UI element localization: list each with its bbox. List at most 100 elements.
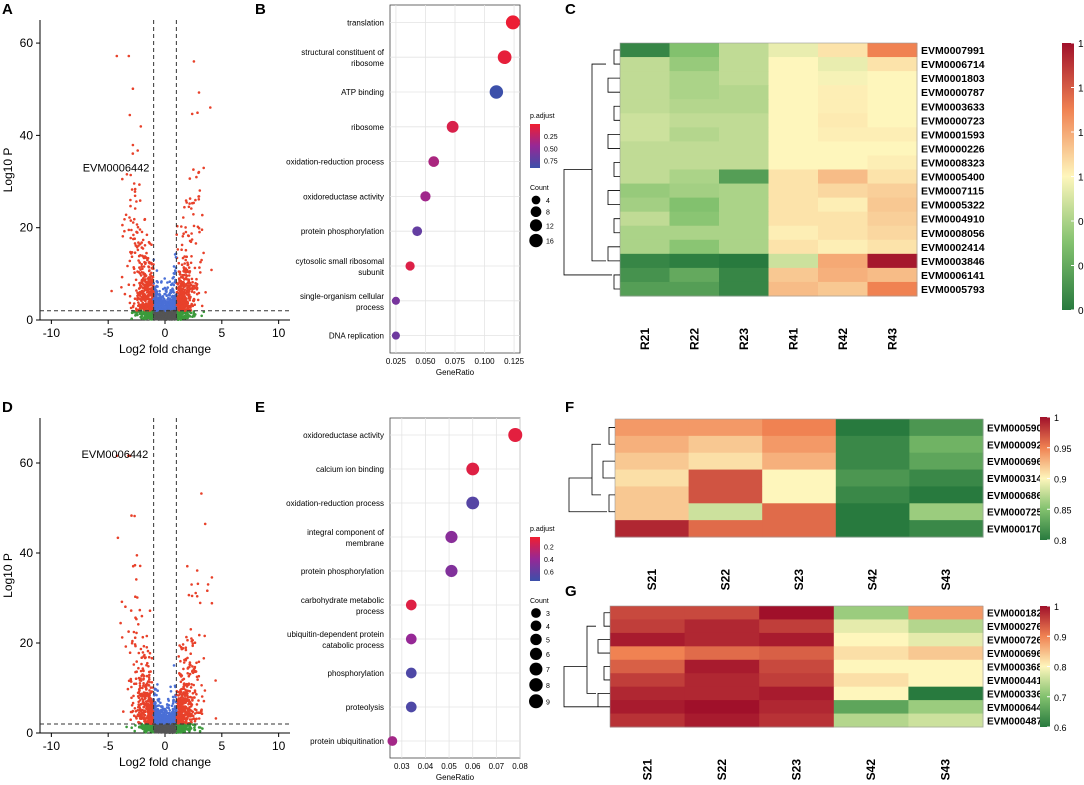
volcano-point [150,287,153,291]
volcano-point [138,608,142,612]
volcano-point [186,694,189,698]
volcano-point [141,651,145,654]
volcano-point [182,677,186,681]
volcano-point [137,705,140,709]
volcano-point [135,670,138,673]
y-tick-label: 0 [26,726,33,740]
volcano-point [176,296,179,300]
volcano-point [192,60,196,63]
volcano-point [144,684,148,688]
volcano-point [155,269,159,272]
volcano-point [165,294,168,298]
volcano-point [123,218,126,221]
volcano-point [143,278,146,282]
volcano-point [155,693,158,697]
volcano-point [202,166,205,170]
volcano-point [183,205,186,209]
volcano-point [147,276,151,279]
volcano-point [139,285,143,288]
panel-label-a: A [2,1,13,18]
volcano-point [194,591,197,595]
volcano-point [188,197,192,200]
volcano-point [140,262,143,266]
volcano-point [181,643,185,646]
volcano-point [184,313,188,317]
panel-label-d: D [2,399,13,416]
volcano-point [131,143,135,147]
volcano-point [164,292,167,296]
volcano-point [190,709,193,713]
volcano-point [189,652,192,655]
volcano-point [148,651,152,655]
volcano-point [173,272,176,276]
volcano-point [188,700,192,704]
volcano-point [150,690,154,693]
volcano-point [178,690,181,694]
volcano-point [148,312,151,315]
volcano-point [130,311,134,315]
volcano-point [145,302,148,306]
volcano-point [149,670,152,673]
volcano-point [202,699,206,703]
volcano-point [142,682,145,685]
volcano-point [176,312,180,315]
volcano-point [168,291,172,294]
volcano-point [210,576,214,579]
volcano-point [180,284,183,288]
volcano-point [148,306,151,309]
volcano-point [139,702,143,706]
volcano-point [137,720,140,724]
volcano-point [147,676,151,679]
volcano-point [137,726,141,729]
volcano-point [168,312,171,316]
volcano-point [130,726,133,729]
volcano-point [134,278,138,282]
volcano-point [167,293,171,296]
volcano-point [127,679,131,683]
volcano-point [156,299,159,303]
volcano-point [143,272,147,276]
volcano-point [132,233,135,237]
volcano-point [185,685,189,688]
volcano-point [192,213,195,216]
volcano-point [139,125,143,128]
volcano-point [184,226,187,229]
volcano-point [147,683,150,687]
volcano-point [186,270,190,273]
volcano-point [195,284,198,288]
volcano-point [123,229,126,233]
volcano-point [172,265,176,268]
volcano-point [192,299,195,303]
volcano-point [166,298,169,301]
volcano-point [180,243,184,247]
volcano-point [125,173,129,176]
volcano-point [195,292,199,296]
volcano-point [200,228,204,231]
volcano-point [150,291,153,294]
panel-label-g: G [565,583,577,600]
x-tick-label: 0 [162,326,169,340]
volcano-point [188,730,191,733]
volcano-point [140,316,143,320]
volcano-point [179,311,183,315]
volcano-point [149,710,152,714]
volcano-point [138,699,142,702]
volcano-point [140,265,143,268]
volcano-point [168,709,172,712]
volcano-point [194,242,198,245]
volcano-point [145,233,149,237]
volcano-point [193,712,197,715]
x-tick-label: -5 [103,326,114,340]
volcano-point [150,298,153,301]
volcano-point [188,689,191,693]
volcano-point [177,703,180,707]
volcano-point [141,635,145,639]
volcano-point [124,645,128,648]
volcano-point [191,642,195,645]
volcano-point [186,286,189,290]
volcano-points [115,454,218,735]
volcano-point [143,656,147,660]
volcano-point [188,177,192,180]
volcano-point [136,296,139,300]
volcano-point [129,609,133,612]
